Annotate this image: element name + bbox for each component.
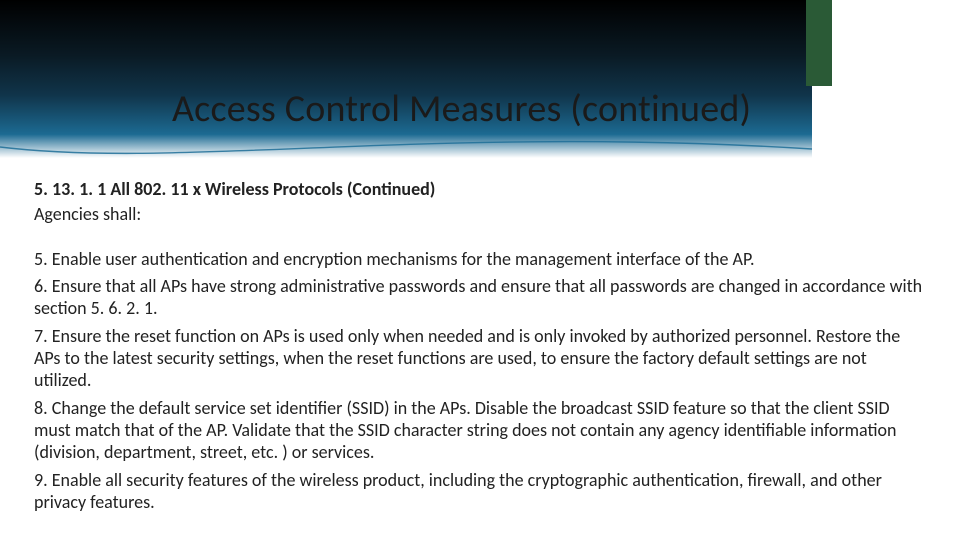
slide: Access Control Measures (continued) 5. 1… — [0, 0, 960, 540]
header-band: Access Control Measures (continued) — [0, 0, 960, 158]
section-intro: Agencies shall: — [34, 203, 926, 225]
header-accent — [812, 0, 960, 158]
section-subheading: 5. 13. 1. 1 All 802. 11 x Wireless Proto… — [34, 178, 926, 201]
slide-title: Access Control Measures (continued) — [172, 86, 751, 132]
list-item: 8. Change the default service set identi… — [34, 398, 926, 464]
header-gradient — [0, 0, 812, 158]
list-item: 9. Enable all security features of the w… — [34, 470, 926, 514]
list-item: 6. Ensure that all APs have strong admin… — [34, 276, 926, 320]
slide-body: 5. 13. 1. 1 All 802. 11 x Wireless Proto… — [34, 178, 926, 520]
accent-bar-icon — [806, 0, 832, 86]
list-item: 7. Ensure the reset function on APs is u… — [34, 326, 926, 392]
requirements-list: 5. Enable user authentication and encryp… — [34, 249, 926, 514]
list-item: 5. Enable user authentication and encryp… — [34, 249, 926, 271]
